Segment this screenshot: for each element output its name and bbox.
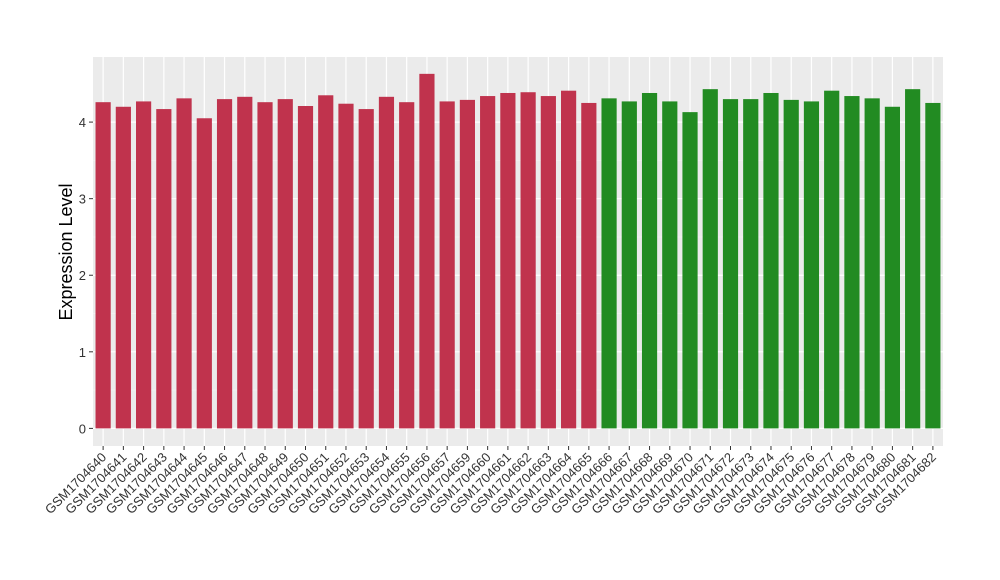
y-tick-label: 2 — [79, 268, 86, 283]
bar — [297, 106, 314, 429]
bar — [722, 99, 739, 429]
bar — [621, 101, 637, 429]
bar — [419, 73, 435, 429]
bar — [561, 90, 577, 429]
bar — [702, 89, 718, 429]
bar — [540, 96, 556, 429]
bar — [641, 92, 658, 429]
bar — [803, 101, 820, 429]
y-tick-label: 1 — [79, 345, 86, 360]
bar — [439, 101, 455, 429]
bar — [864, 98, 880, 429]
bar — [824, 90, 840, 429]
y-tick-label: 4 — [79, 115, 86, 130]
bar — [763, 92, 779, 429]
bar — [884, 106, 900, 429]
bar — [925, 102, 941, 429]
bar — [601, 98, 617, 429]
bar — [399, 102, 415, 429]
y-axis-label: Expression Level — [56, 183, 76, 320]
bar — [662, 101, 678, 429]
bar — [480, 96, 496, 429]
bar — [257, 102, 273, 429]
bar — [743, 99, 759, 429]
bar — [237, 96, 253, 429]
bar — [136, 101, 152, 429]
bar — [783, 99, 799, 429]
bar — [520, 92, 536, 429]
bar — [277, 99, 293, 429]
bar — [682, 112, 698, 429]
bar — [95, 102, 111, 429]
bar — [176, 98, 192, 429]
bar — [459, 99, 475, 429]
bar — [196, 118, 212, 429]
bar — [318, 95, 334, 429]
bar — [905, 89, 921, 429]
bar — [358, 109, 374, 429]
bar — [115, 106, 131, 429]
bar — [378, 96, 395, 429]
bar — [844, 96, 860, 429]
bar — [500, 92, 516, 429]
y-tick-label: 3 — [79, 192, 86, 207]
bar — [581, 102, 597, 429]
bar — [338, 103, 354, 429]
bar — [156, 109, 172, 429]
y-tick-label: 0 — [79, 421, 86, 436]
bar — [216, 99, 233, 429]
